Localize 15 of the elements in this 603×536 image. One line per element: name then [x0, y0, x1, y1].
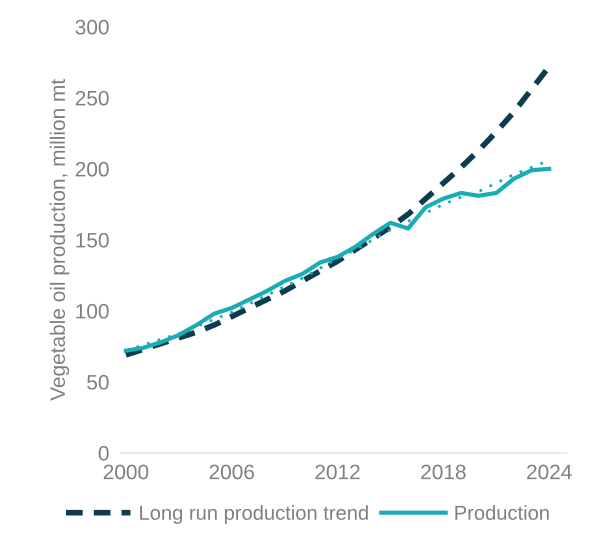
x-tick-label: 2006 [210, 464, 254, 480]
x-tick-label: 2012 [315, 464, 360, 480]
y-tick-label: 300 [76, 20, 109, 35]
y-tick-label: 200 [76, 162, 109, 177]
legend-label: Production [455, 505, 549, 520]
y-tick-label: 50 [87, 374, 109, 390]
y-tick-label: 100 [76, 304, 109, 319]
y-tick-label: 250 [76, 90, 109, 106]
y-tick-label: 0 [98, 446, 109, 461]
y-tick-label: 150 [76, 232, 109, 248]
x-tick-label: 2018 [421, 464, 466, 480]
x-tick-label: 2000 [104, 464, 148, 480]
legend-label: Long run production trend [140, 505, 368, 524]
y-axis-title: Vegetable oil production, million mt [50, 79, 70, 401]
x-tick-label: 2024 [527, 464, 572, 480]
